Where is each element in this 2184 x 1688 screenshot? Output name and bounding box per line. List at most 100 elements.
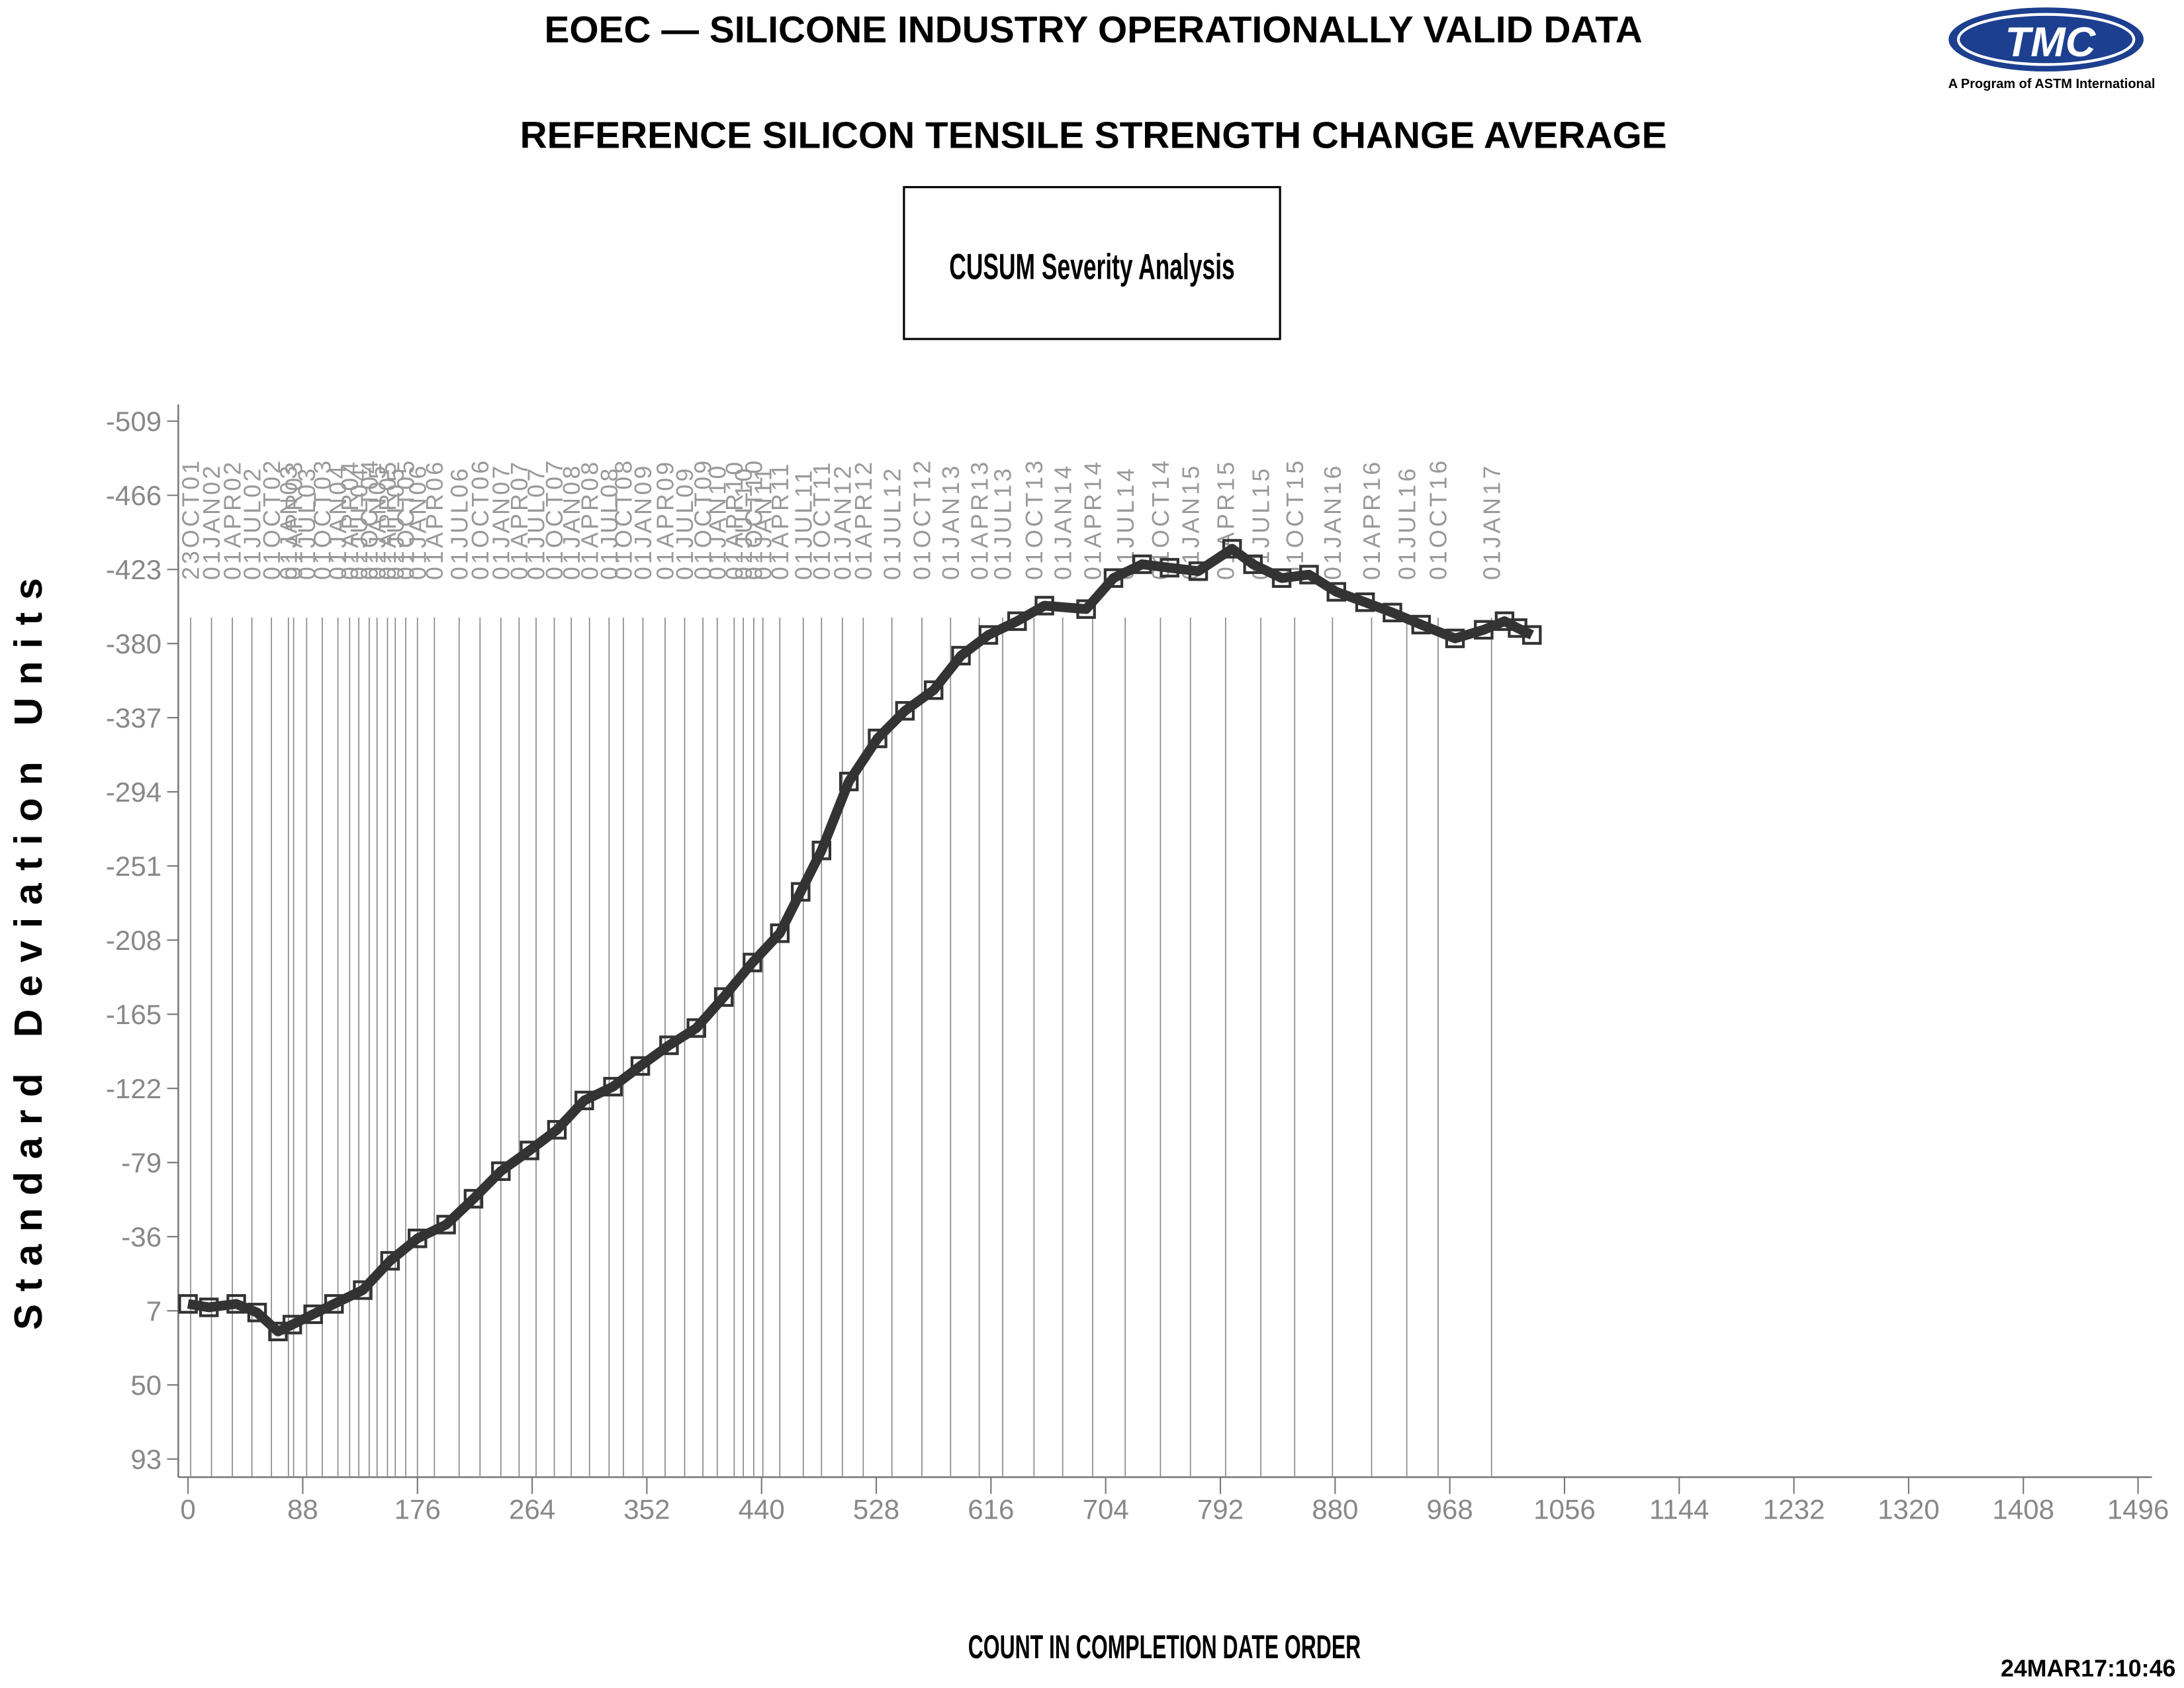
logo-caption: A Program of ASTM International <box>1948 77 2156 91</box>
date-label: 01JAN06 <box>404 463 431 581</box>
cusum-point <box>743 953 762 972</box>
date-label: 01OCT12 <box>909 458 936 581</box>
date-label: 01JUL02 <box>239 466 265 581</box>
y-tick-label: -165 <box>106 999 161 1030</box>
cusum-point <box>178 1294 198 1314</box>
x-tick-label: 792 <box>1197 1494 1244 1525</box>
date-label: 01JUL08 <box>596 466 623 581</box>
x-tick-label: 880 <box>1312 1494 1358 1525</box>
date-label: 01OCT02 <box>259 458 285 581</box>
date-label: 01APR08 <box>576 459 603 581</box>
chart-title: EOEC — SILICONE INDUSTRY OPERATIONALLY V… <box>544 9 1642 51</box>
date-label: 01OCT15 <box>1282 458 1308 581</box>
date-label: 01OCT07 <box>541 458 568 581</box>
date-label: 01APR09 <box>653 459 679 581</box>
date-label: 01APR16 <box>1359 459 1385 581</box>
date-label: 01JUL03 <box>294 466 320 581</box>
y-tick-label: -423 <box>106 554 161 585</box>
cusum-point <box>811 841 832 861</box>
cusum-point <box>1132 554 1152 575</box>
cusum-point <box>247 1303 267 1323</box>
cusum-line <box>187 543 1534 1336</box>
cusum-point <box>1243 554 1263 575</box>
cusum-point <box>1103 568 1124 588</box>
y-tick-label: 93 <box>130 1444 161 1475</box>
cusum-point <box>686 1018 706 1038</box>
logo-text: TMC <box>2005 19 2097 66</box>
y-tick-label: -294 <box>106 776 161 808</box>
cusum-point <box>436 1215 456 1235</box>
cusum-point <box>603 1076 623 1097</box>
date-label: 01APR12 <box>850 459 877 581</box>
cusum-point <box>659 1035 679 1055</box>
cusum-point <box>868 728 887 749</box>
y-tick-label: -337 <box>106 702 161 733</box>
cusum-point <box>520 1141 539 1160</box>
date-label: 01JAN11 <box>750 465 776 580</box>
date-label: 01APR05 <box>375 459 401 581</box>
annotation-box <box>903 186 1281 340</box>
cusum-point <box>1076 599 1096 619</box>
cusum-point <box>1474 620 1494 640</box>
cusum-point <box>1299 565 1319 585</box>
cusum-point <box>1494 611 1515 632</box>
date-label: 01JUL09 <box>672 466 698 581</box>
cusum-point <box>303 1304 323 1325</box>
x-axis-title: COUNT IN COMPLETION DATE ORDER <box>968 1628 1361 1665</box>
cusum-point <box>1271 568 1292 588</box>
cusum-point <box>1326 582 1347 602</box>
cusum-point <box>463 1189 484 1209</box>
cusum-point <box>770 923 790 943</box>
x-tick-label: 1496 <box>2107 1494 2169 1525</box>
annotation: CUSUM Severity Analysis <box>949 246 1234 287</box>
cusum-point <box>895 701 915 721</box>
cusum-point <box>547 1119 567 1140</box>
x-tick-label: 1232 <box>1763 1494 1825 1525</box>
date-label: 01JAN02 <box>199 463 225 581</box>
y-tick-label: -122 <box>106 1073 161 1104</box>
timestamp: 24MAR17:10:46 <box>2001 1655 2175 1681</box>
date-label: 01APR04 <box>337 459 363 581</box>
cusum-point <box>268 1321 288 1342</box>
date-label: 01OCT09 <box>690 458 717 581</box>
cusum-point <box>353 1280 373 1300</box>
date-label: 01OCT16 <box>1426 458 1452 581</box>
x-tick-label: 176 <box>394 1494 441 1525</box>
x-tick-label: 968 <box>1427 1494 1473 1525</box>
date-label: 01OCT08 <box>611 458 637 581</box>
date-label: 01APR07 <box>506 459 533 581</box>
date-label: 01OCT03 <box>310 458 336 581</box>
date-label: 01JAN14 <box>1050 463 1076 581</box>
date-label: 01JAN16 <box>1320 463 1346 581</box>
y-tick-label: -380 <box>106 628 161 659</box>
x-tick-label: 352 <box>623 1494 670 1525</box>
x-tick-label: 1056 <box>1533 1494 1596 1525</box>
cusum-point <box>324 1294 344 1314</box>
cusum-point <box>1383 602 1402 623</box>
x-tick-label: 0 <box>180 1494 195 1525</box>
date-label: 01APR06 <box>422 459 448 581</box>
x-tick-label: 704 <box>1083 1494 1129 1525</box>
date-label: 01APR11 <box>767 461 794 580</box>
x-tick-label: 264 <box>509 1494 555 1525</box>
date-label: 01JUL13 <box>990 466 1017 581</box>
date-label: 23OCT01 <box>178 458 205 581</box>
x-tick-label: 1144 <box>1649 1494 1709 1525</box>
cusum-point <box>380 1250 400 1271</box>
logo <box>1948 7 2144 72</box>
date-label: 01JUL04 <box>346 466 373 581</box>
date-label: 01JUL10 <box>731 466 757 581</box>
cusum-point <box>839 771 859 792</box>
date-label: 01APR13 <box>966 459 993 581</box>
cusum-point <box>713 987 734 1007</box>
cusum-point <box>1222 539 1242 559</box>
date-label: 01APR10 <box>721 459 748 581</box>
x-tick-label: 440 <box>739 1494 785 1525</box>
cusum-point <box>978 625 999 645</box>
chart-subtitle: REFERENCE SILICON TENSILE STRENGTH CHANG… <box>520 115 1667 157</box>
cusum-point <box>1160 557 1179 578</box>
cusum-point <box>791 882 811 902</box>
date-label: 01OCT10 <box>741 458 768 581</box>
